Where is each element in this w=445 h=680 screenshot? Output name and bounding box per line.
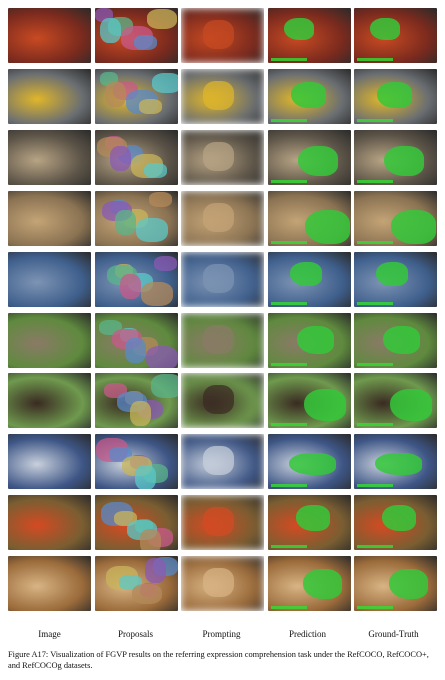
figure-cell-image [8, 434, 91, 490]
figure-cell-proposals [94, 556, 178, 612]
figure-cell-ground-truth [354, 190, 437, 246]
figure-cell-ground-truth [354, 312, 437, 368]
figure-cell-ground-truth [354, 251, 437, 307]
figure-cell-prediction [267, 129, 351, 185]
column-label-proposals: Proposals [117, 629, 153, 639]
figure-cell-prediction [267, 495, 351, 551]
figure-cell-image [8, 68, 91, 124]
figure-cell-ground-truth [354, 8, 437, 63]
figure-cell-proposals [94, 312, 178, 368]
figure-caption: Figure A17: Visualization of FGVP result… [8, 650, 429, 670]
figure-cell-prediction [267, 434, 351, 490]
figure-cell-ground-truth [354, 373, 437, 429]
figure-cell-proposals [94, 190, 178, 246]
column-labels: Image Proposals Prompting Prediction Gro… [8, 629, 437, 643]
figure-cell-proposals [94, 434, 178, 490]
figure-cell-proposals [94, 373, 178, 429]
figure-cell-prediction [267, 373, 351, 429]
figure-cell-prediction [267, 190, 351, 246]
figure-cell-prompting [181, 190, 264, 246]
figure-cell-prompting [181, 251, 264, 307]
figure-cell-prompting [181, 495, 264, 551]
figure-cell-prompting [181, 8, 264, 63]
figure-cell-ground-truth [354, 434, 437, 490]
figure-cell-ground-truth [354, 129, 437, 185]
figure-grid [8, 8, 437, 615]
figure-cell-prompting [181, 68, 264, 124]
column-label-image: Image [38, 629, 61, 639]
figure-cell-image [8, 190, 91, 246]
figure-cell-ground-truth [354, 68, 437, 124]
figure-cell-image [8, 312, 91, 368]
figure-cell-prompting [181, 434, 264, 490]
figure-cell-proposals [94, 495, 178, 551]
figure-cell-image [8, 8, 91, 63]
figure-cell-prediction [267, 556, 351, 612]
figure-cell-image [8, 129, 91, 185]
figure-cell-ground-truth [354, 556, 437, 612]
column-label-prediction: Prediction [289, 629, 326, 639]
figure-cell-proposals [94, 129, 178, 185]
figure-cell-prediction [267, 8, 351, 63]
figure-cell-prompting [181, 312, 264, 368]
figure-cell-proposals [94, 68, 178, 124]
figure-cell-image [8, 495, 91, 551]
figure-cell-prompting [181, 373, 264, 429]
figure-cell-image [8, 251, 91, 307]
figure-cell-ground-truth [354, 495, 437, 551]
column-label-prompting: Prompting [202, 629, 241, 639]
figure-cell-prediction [267, 68, 351, 124]
column-label-ground-truth: Ground-Truth [368, 629, 419, 639]
figure-cell-prompting [181, 129, 264, 185]
figure-cell-image [8, 373, 91, 429]
figure-cell-proposals [94, 251, 178, 307]
figure-cell-image [8, 556, 91, 612]
figure-cell-prediction [267, 312, 351, 368]
figure-cell-prediction [267, 251, 351, 307]
figure-cell-prompting [181, 556, 264, 612]
figure-cell-proposals [94, 8, 178, 63]
